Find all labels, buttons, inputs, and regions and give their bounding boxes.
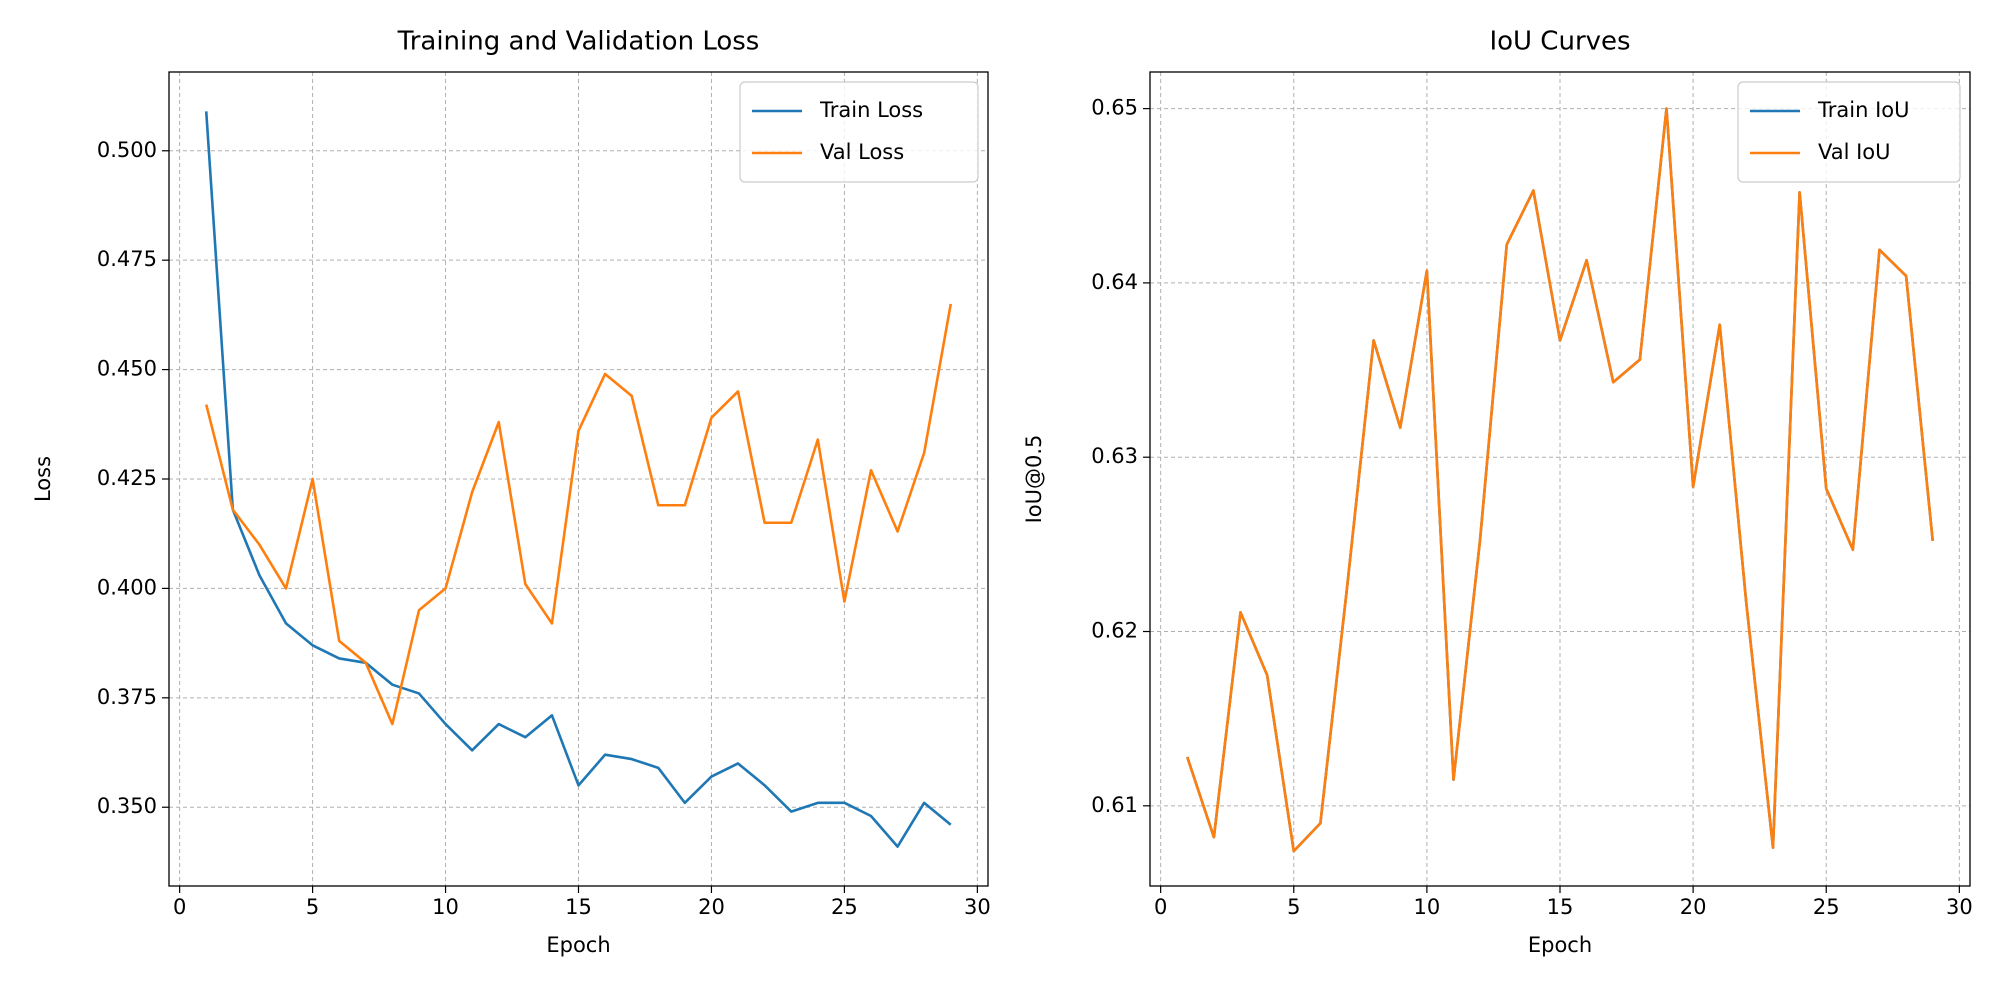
x-tick-label: 0 — [1154, 895, 1167, 919]
legend-label: Train IoU — [1817, 98, 1909, 122]
chart-title: Training and Validation Loss — [397, 27, 760, 57]
x-tick-label: 15 — [1547, 895, 1574, 919]
x-tick-label: 10 — [432, 895, 459, 919]
y-tick-label: 0.425 — [97, 466, 157, 490]
line-series — [1186, 107, 1935, 853]
legend-label: Val IoU — [1818, 140, 1891, 164]
y-axis-label: IoU@0.5 — [1022, 435, 1046, 524]
y-tick-label: 0.350 — [97, 794, 157, 818]
y-tick-label: 0.500 — [97, 138, 157, 162]
x-tick-label: 25 — [831, 895, 858, 919]
x-tick-label: 30 — [1946, 895, 1973, 919]
x-tick-label: 5 — [306, 895, 319, 919]
axes-frame — [168, 71, 989, 887]
x-tick-label: 5 — [1287, 895, 1300, 919]
y-tick-label: 0.400 — [97, 575, 157, 599]
x-tick-label: 20 — [698, 895, 725, 919]
y-tick-label: 0.63 — [1091, 444, 1138, 468]
x-tick-label: 15 — [565, 895, 592, 919]
y-tick-label: 0.65 — [1091, 96, 1138, 120]
y-tick-label: 0.475 — [97, 247, 157, 271]
legend-label: Train Loss — [819, 98, 923, 122]
x-axis-label: Epoch — [546, 933, 610, 957]
y-tick-label: 0.450 — [97, 357, 157, 381]
x-tick-label: 30 — [964, 895, 991, 919]
y-tick-label: 0.64 — [1091, 270, 1138, 294]
y-tick-label: 0.375 — [97, 685, 157, 709]
y-tick-label: 0.61 — [1091, 793, 1138, 817]
y-axis-label: Loss — [31, 456, 55, 502]
x-tick-label: 10 — [1414, 895, 1441, 919]
x-tick-label: 25 — [1813, 895, 1840, 919]
x-tick-label: 0 — [173, 895, 186, 919]
y-tick-label: 0.62 — [1091, 619, 1138, 643]
chart-title: IoU Curves — [1489, 27, 1630, 57]
x-tick-label: 20 — [1680, 895, 1707, 919]
line-series — [204, 303, 953, 726]
x-axis-label: Epoch — [1528, 933, 1592, 957]
axes-frame — [1149, 71, 1971, 887]
legend-label: Val Loss — [820, 140, 904, 164]
legend-box — [739, 81, 979, 183]
legend-box — [1737, 81, 1961, 183]
line-series — [204, 111, 952, 848]
